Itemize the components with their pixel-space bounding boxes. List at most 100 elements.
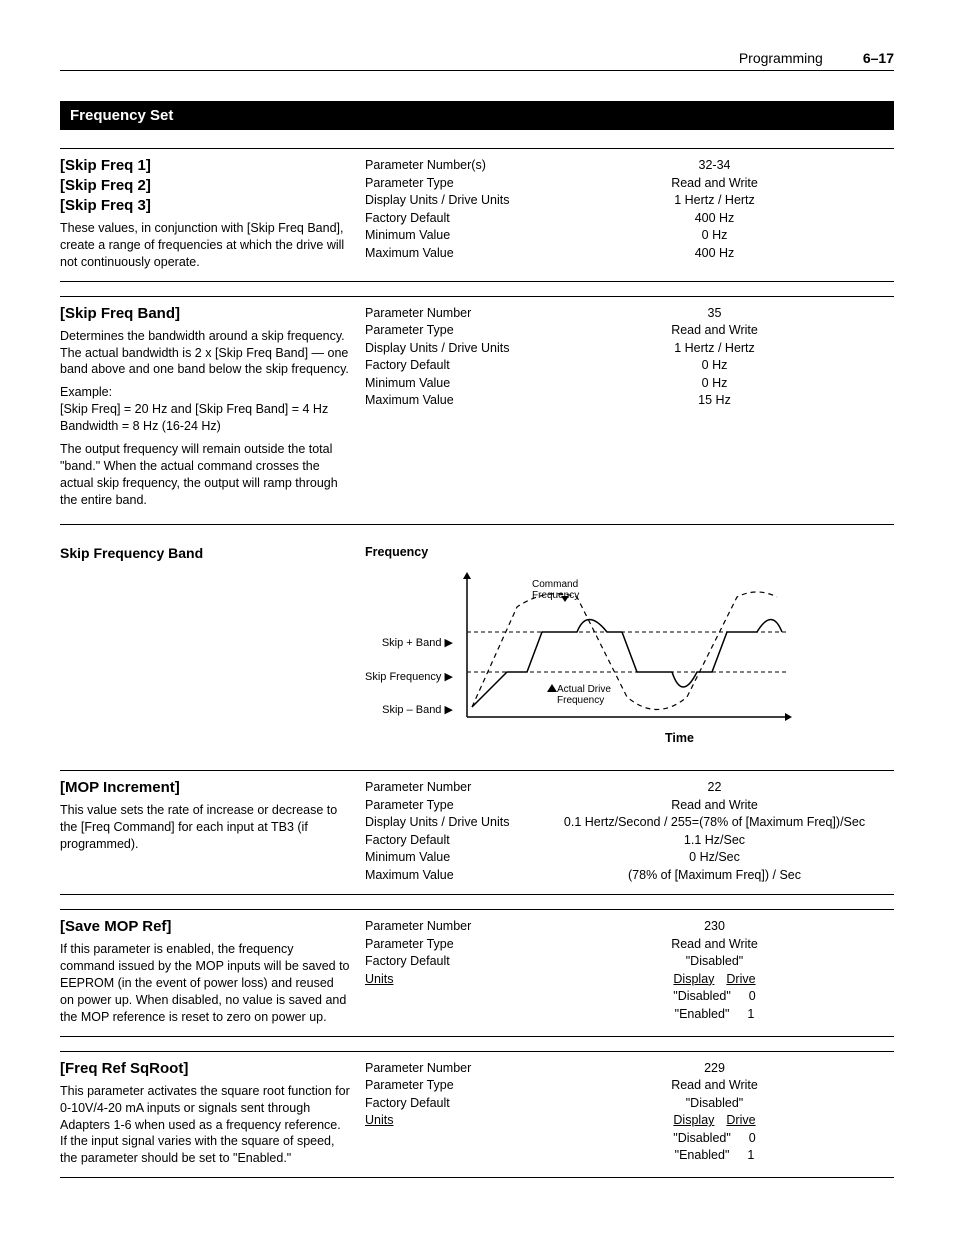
- skip-band-title: [Skip Freq Band]: [60, 305, 350, 322]
- units-headers: DisplayDrive: [535, 971, 894, 989]
- param-row: Display Units / Drive Units1 Hertz / Her…: [365, 340, 894, 358]
- param-label: Parameter Type: [365, 936, 535, 954]
- skip-band-desc3: The output frequency will remain outside…: [60, 441, 350, 509]
- param-value: 400 Hz: [535, 245, 894, 263]
- param-row: Parameter Number22: [365, 779, 894, 797]
- param-value: 0 Hz: [535, 227, 894, 245]
- skip-freq-params: Parameter Number(s)32-34Parameter TypeRe…: [365, 157, 894, 271]
- param-row: Maximum Value(78% of [Maximum Freq]) / S…: [365, 867, 894, 885]
- param-row: Parameter Number(s)32-34: [365, 157, 894, 175]
- units-headers: Display Drive: [535, 1112, 894, 1130]
- skip-band-block: [Skip Freq Band] Determines the bandwidt…: [60, 296, 894, 526]
- skip-band-params: Parameter Number35Parameter TypeRead and…: [365, 305, 894, 515]
- param-value: 0 Hz: [535, 375, 894, 393]
- param-row: Factory Default"Disabled": [365, 953, 894, 971]
- chart-y-labels: Skip + Band ▶ Skip Frequency ▶ Skip – Ba…: [365, 577, 457, 727]
- units-data-row: "Disabled"0: [365, 988, 894, 1006]
- param-value: 35: [535, 305, 894, 323]
- param-row: Parameter TypeRead and Write: [365, 175, 894, 193]
- skip-band-ex-c: Bandwidth = 8 Hz (16-24 Hz): [60, 419, 221, 433]
- param-value: 22: [535, 779, 894, 797]
- freq-ref-title: [Freq Ref SqRoot]: [60, 1060, 350, 1077]
- param-value: 1 Hertz / Hertz: [535, 192, 894, 210]
- param-value: Read and Write: [535, 1077, 894, 1095]
- param-value: 229: [535, 1060, 894, 1078]
- units-label: Units: [365, 1112, 535, 1130]
- mop-desc: This value sets the rate of increase or …: [60, 802, 350, 853]
- svg-text:Actual Drive: Actual Drive: [557, 684, 611, 695]
- param-label: Parameter Number(s): [365, 157, 535, 175]
- param-value: 0 Hz/Sec: [535, 849, 894, 867]
- units-col-hdr: Drive: [726, 971, 755, 989]
- skip-freq-block: [Skip Freq 1] [Skip Freq 2] [Skip Freq 3…: [60, 148, 894, 282]
- param-label: Parameter Number: [365, 1060, 535, 1078]
- param-label: Maximum Value: [365, 867, 535, 885]
- param-value: (78% of [Maximum Freq]) / Sec: [535, 867, 894, 885]
- param-label: Minimum Value: [365, 849, 535, 867]
- param-row: Parameter Number229: [365, 1060, 894, 1078]
- skip-freq-title-2: [Skip Freq 2]: [60, 177, 350, 194]
- section-title: Frequency Set: [60, 101, 894, 130]
- chart-y-title: Frequency: [365, 545, 894, 559]
- header-section: Programming: [739, 50, 823, 66]
- param-row: Parameter TypeRead and Write: [365, 1077, 894, 1095]
- param-label: Parameter Number: [365, 918, 535, 936]
- save-mop-block: [Save MOP Ref] If this parameter is enab…: [60, 909, 894, 1036]
- param-value: 0.1 Hertz/Second / 255=(78% of [Maximum …: [535, 814, 894, 832]
- skip-freq-title-3: [Skip Freq 3]: [60, 197, 350, 214]
- param-label: Factory Default: [365, 953, 535, 971]
- units-data-row: "Enabled"1: [365, 1147, 894, 1165]
- param-row: Factory Default1.1 Hz/Sec: [365, 832, 894, 850]
- y-label-minus: Skip – Band ▶: [365, 701, 453, 720]
- units-row: Units Display Drive: [365, 1112, 894, 1130]
- param-label: Minimum Value: [365, 227, 535, 245]
- param-label: Parameter Type: [365, 322, 535, 340]
- param-value: 400 Hz: [535, 210, 894, 228]
- units-col-hdr: Display: [673, 1112, 714, 1130]
- freq-ref-block: [Freq Ref SqRoot] This parameter activat…: [60, 1051, 894, 1178]
- chart-block: Skip Frequency Band Frequency Skip + Ban…: [60, 545, 894, 745]
- param-label: Display Units / Drive Units: [365, 814, 535, 832]
- param-value: 1.1 Hz/Sec: [535, 832, 894, 850]
- units-col-hdr: Drive: [726, 1112, 755, 1130]
- skip-band-desc1: Determines the bandwidth around a skip f…: [60, 328, 350, 379]
- save-mop-desc: If this parameter is enabled, the freque…: [60, 941, 350, 1025]
- param-value: "Disabled": [535, 1095, 894, 1113]
- param-label: Parameter Type: [365, 797, 535, 815]
- param-label: Minimum Value: [365, 375, 535, 393]
- skip-band-ex-a: Example:: [60, 385, 112, 399]
- mop-title: [MOP Increment]: [60, 779, 350, 796]
- y-label-skip: Skip Frequency ▶: [365, 668, 453, 687]
- param-row: Display Units / Drive Units0.1 Hertz/Sec…: [365, 814, 894, 832]
- param-row: Parameter TypeRead and Write: [365, 936, 894, 954]
- units-data-row: "Disabled"0: [365, 1130, 894, 1148]
- param-label: Maximum Value: [365, 245, 535, 263]
- param-label: Parameter Number: [365, 305, 535, 323]
- param-label: Factory Default: [365, 357, 535, 375]
- param-row: Parameter Number35: [365, 305, 894, 323]
- header-pagenum: 6–17: [863, 50, 894, 66]
- param-value: 32-34: [535, 157, 894, 175]
- param-value: Read and Write: [535, 322, 894, 340]
- skip-freq-title-1: [Skip Freq 1]: [60, 157, 350, 174]
- param-label: Factory Default: [365, 1095, 535, 1113]
- param-row: Factory Default0 Hz: [365, 357, 894, 375]
- param-row: Parameter TypeRead and Write: [365, 322, 894, 340]
- param-label: Factory Default: [365, 210, 535, 228]
- freq-ref-params: Parameter Number229Parameter TypeRead an…: [365, 1060, 894, 1167]
- page-header: Programming 6–17: [60, 50, 894, 71]
- svg-text:Frequency: Frequency: [557, 695, 604, 706]
- param-value: 230: [535, 918, 894, 936]
- param-label: Factory Default: [365, 832, 535, 850]
- param-value: 15 Hz: [535, 392, 894, 410]
- param-label: Parameter Type: [365, 175, 535, 193]
- param-value: 1 Hertz / Hertz: [535, 340, 894, 358]
- units-row: UnitsDisplayDrive: [365, 971, 894, 989]
- param-row: Parameter Number230: [365, 918, 894, 936]
- skip-freq-desc: These values, in conjunction with [Skip …: [60, 220, 350, 271]
- param-value: "Disabled": [535, 953, 894, 971]
- param-row: Maximum Value400 Hz: [365, 245, 894, 263]
- cmd-freq-label: Command: [532, 579, 578, 590]
- save-mop-title: [Save MOP Ref]: [60, 918, 350, 935]
- param-label: Parameter Type: [365, 1077, 535, 1095]
